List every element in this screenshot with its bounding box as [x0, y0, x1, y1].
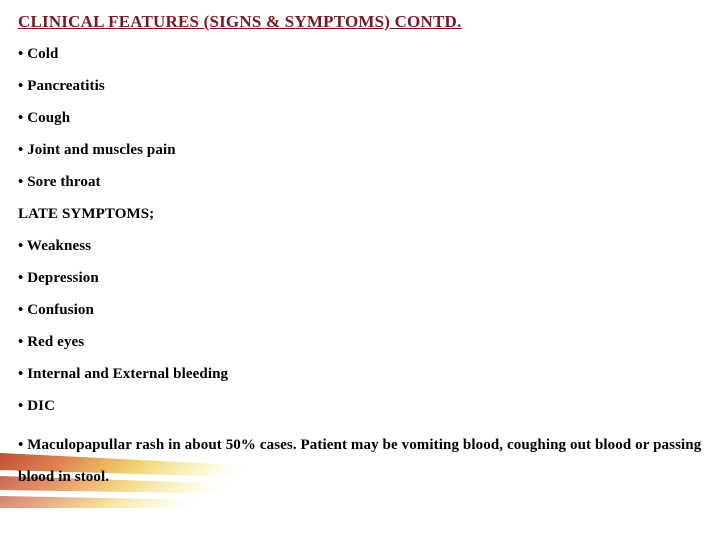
list-item: • Pancreatitis [18, 78, 702, 95]
list-item: • Cough [18, 110, 702, 127]
list-item: • Weakness [18, 238, 702, 255]
symptom-list-early: • Cold • Pancreatitis • Cough • Joint an… [18, 46, 702, 191]
list-item: • Cold [18, 46, 702, 63]
slide-title: CLINICAL FEATURES (SIGNS & SYMPTOMS) CON… [18, 12, 702, 32]
list-item: • DIC [18, 398, 702, 415]
late-symptoms-heading: LATE SYMPTOMS; [18, 206, 702, 223]
symptom-list-late: • Weakness • Depression • Confusion • Re… [18, 238, 702, 493]
list-item: • Depression [18, 270, 702, 287]
list-item: • Joint and muscles pain [18, 142, 702, 159]
list-item: • Internal and External bleeding [18, 366, 702, 383]
list-item: • Sore throat [18, 174, 702, 191]
list-item: • Red eyes [18, 334, 702, 351]
list-item: • Confusion [18, 302, 702, 319]
list-item-long: • Maculopapullar rash in about 50% cases… [18, 430, 702, 493]
